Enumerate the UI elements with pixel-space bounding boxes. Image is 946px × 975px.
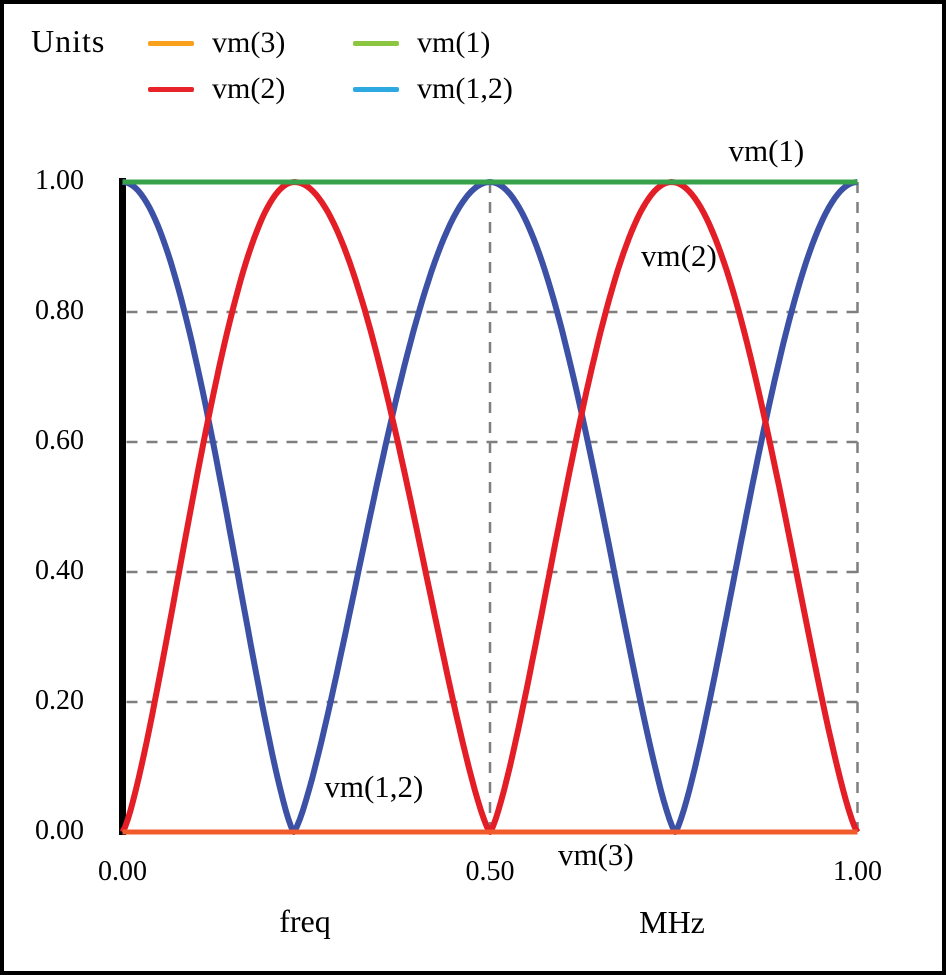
legend-swatch-vm(2) [148, 87, 194, 92]
x-axis-unit-label: MHz [639, 904, 705, 940]
legend-swatch-vm(1,2) [353, 87, 399, 92]
y-tick-0.40: 0.40 [35, 555, 84, 586]
y-tick-0.60: 0.60 [35, 425, 84, 456]
legend-label-vm(1): vm(1) [417, 26, 491, 59]
y-tick-0.20: 0.20 [35, 685, 84, 716]
legend-label-vm(3): vm(3) [212, 26, 286, 59]
y-axis-line [119, 178, 126, 835]
x-tick-0.00: 0.00 [98, 856, 147, 887]
annotation-vm(1,2): vm(1,2) [324, 769, 424, 805]
legend-label-vm(1,2): vm(1,2) [417, 72, 513, 105]
x-tick-0.50: 0.50 [465, 856, 515, 887]
legend-swatch-vm(3) [148, 41, 194, 46]
annotation-vm(2): vm(2) [641, 238, 717, 274]
y-tick-1.00: 1.00 [35, 165, 84, 196]
annotation-vm(3): vm(3) [557, 836, 634, 872]
legend-swatch-vm(1) [353, 41, 399, 46]
y-tick-0.00: 0.00 [35, 815, 84, 846]
gridlines [126, 182, 859, 832]
y-tick-0.80: 0.80 [35, 295, 84, 326]
x-axis-label: freq [279, 903, 331, 939]
legend-title: Units [31, 23, 106, 59]
annotation-vm(1): vm(1) [728, 132, 805, 168]
legend-label-vm(2): vm(2) [212, 72, 286, 105]
x-tick-1.00: 1.00 [833, 856, 882, 887]
